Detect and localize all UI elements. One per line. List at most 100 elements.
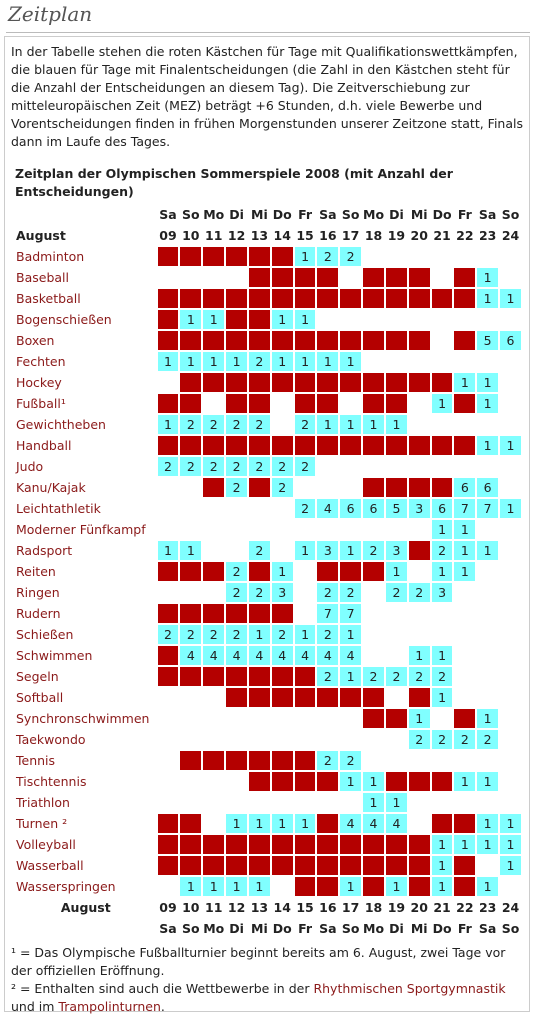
sport-link[interactable]: Leichtathletik [16, 501, 101, 516]
qualification-cell [271, 373, 293, 392]
qualification-cell [363, 835, 385, 854]
qualification-cell [203, 331, 225, 350]
final-cell: 4 [317, 499, 339, 518]
qualification-cell [180, 814, 202, 833]
empty-cell [477, 583, 498, 602]
empty-cell [363, 247, 384, 266]
empty-cell [454, 457, 475, 476]
sport-link[interactable]: Gewichtheben [16, 417, 106, 432]
empty-cell [340, 709, 361, 728]
sport-link[interactable]: Tennis [16, 753, 56, 768]
spacer [14, 919, 156, 938]
weekday-label: Mi [410, 921, 428, 936]
qualification-cell [317, 331, 339, 350]
empty-cell [386, 751, 407, 770]
sport-link[interactable]: Baseball [16, 270, 69, 285]
final-cell: 1 [454, 835, 476, 854]
empty-cell [363, 520, 384, 539]
sport-link[interactable]: Synchronschwimmen [16, 711, 150, 726]
sport-link[interactable]: Turnen ² [16, 816, 68, 831]
final-cell: 1 [271, 310, 293, 329]
empty-cell [432, 268, 453, 287]
qualification-cell [317, 835, 339, 854]
sport-row: Synchronschwimmen 1 1 [14, 709, 521, 728]
sport-link[interactable]: Wasserspringen [16, 879, 116, 894]
empty-cell [340, 310, 361, 329]
sport-link[interactable]: Segeln [16, 669, 59, 684]
qualification-cell [249, 310, 270, 329]
sport-cell: Hockey [14, 373, 156, 392]
sport-link[interactable]: Fußball¹ [16, 396, 66, 411]
final-cell: 3 [386, 541, 407, 560]
sport-link[interactable]: Judo [16, 459, 44, 474]
sport-link[interactable]: Softball [16, 690, 64, 705]
weekday-label: Sa [319, 207, 337, 222]
sport-link[interactable]: Schwimmen [16, 648, 93, 663]
empty-cell [363, 352, 384, 371]
qualification-cell [363, 877, 385, 896]
header-row: Sa So Mo Di Mi Do Fr Sa So Mo Di Mi Do Fr Sa So [14, 205, 521, 224]
sport-link[interactable]: Volleyball [16, 837, 76, 852]
sport-link[interactable]: Tischtennis [16, 774, 87, 789]
final-cell: 5 [386, 499, 407, 518]
footnote-link[interactable]: Trampolinturnen [58, 999, 161, 1014]
sport-cell: Radsport [14, 541, 156, 560]
final-cell: 2 [294, 457, 316, 476]
final-cell: 2 [249, 541, 270, 560]
qualification-cell [271, 751, 293, 770]
sport-link[interactable]: Basketball [16, 291, 81, 306]
day-label: 17 [341, 900, 360, 915]
final-cell: 1 [180, 352, 202, 371]
empty-cell [432, 751, 453, 770]
qualification-cell [180, 835, 202, 854]
final-cell: 2 [203, 457, 225, 476]
sport-link[interactable]: Taekwondo [16, 732, 86, 747]
sport-link[interactable]: Schießen [16, 627, 74, 642]
final-cell: 2 [431, 667, 453, 686]
sport-link[interactable]: Handball [16, 438, 72, 453]
sport-link[interactable]: Triathlon [16, 795, 70, 810]
empty-cell [477, 352, 498, 371]
empty-cell [432, 331, 453, 350]
sport-link[interactable]: Boxen [16, 333, 55, 348]
final-cell: 6 [477, 478, 499, 497]
qualification-cell [226, 667, 247, 686]
sport-link[interactable]: Radsport [16, 543, 73, 558]
qualification-cell [294, 373, 316, 392]
sport-cell: Fechten [14, 352, 156, 371]
day-label: 13 [250, 228, 269, 243]
final-cell: 2 [294, 499, 316, 518]
sport-link[interactable]: Ringen [16, 585, 60, 600]
empty-cell [454, 310, 475, 329]
empty-cell [477, 310, 498, 329]
sport-link[interactable]: Rudern [16, 606, 61, 621]
sport-link[interactable]: Hockey [16, 375, 62, 390]
sport-row: Basketball 1 1 [14, 289, 521, 308]
final-cell: 4 [340, 814, 362, 833]
sport-link[interactable]: Moderner Fünfkampf [16, 522, 146, 537]
sport-link[interactable]: Fechten [16, 354, 66, 369]
final-cell: 2 [317, 247, 339, 266]
sport-link[interactable]: Badminton [16, 249, 85, 264]
sport-link[interactable]: Reiten [16, 564, 56, 579]
qualification-cell [408, 436, 430, 455]
empty-cell [409, 625, 430, 644]
weekday-label: Fr [298, 921, 312, 936]
empty-cell [180, 520, 201, 539]
empty-cell [203, 793, 224, 812]
final-cell: 1 [203, 877, 225, 896]
footnote-link[interactable]: Rhythmischen Sportgymnastik [313, 981, 506, 996]
final-cell: 1 [477, 289, 499, 308]
final-cell: 2 [363, 541, 385, 560]
final-cell: 2 [454, 730, 476, 749]
sport-link[interactable]: Bogenschießen [16, 312, 112, 327]
empty-cell [432, 310, 453, 329]
sport-link[interactable]: Kanu/Kajak [16, 480, 86, 495]
qualification-cell [180, 247, 202, 266]
weekday-label: Do [432, 207, 452, 222]
empty-cell [272, 730, 293, 749]
empty-cell [500, 583, 521, 602]
sport-link[interactable]: Wasserball [16, 858, 84, 873]
final-cell: 1 [408, 646, 430, 665]
